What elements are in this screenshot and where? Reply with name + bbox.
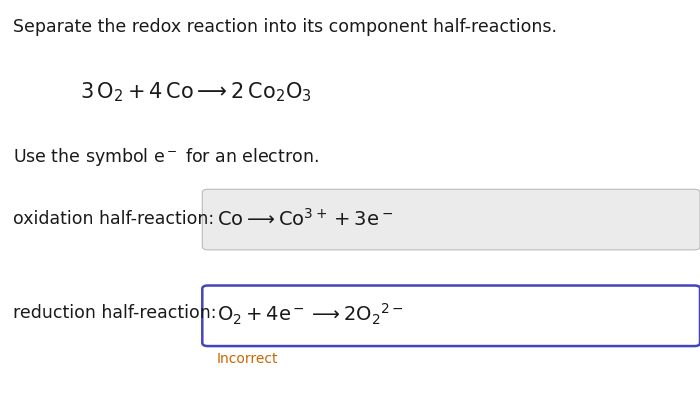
Text: Separate the redox reaction into its component half-reactions.: Separate the redox reaction into its com… [13, 18, 556, 36]
Text: oxidation half-reaction:: oxidation half-reaction: [13, 210, 213, 227]
Text: $\mathrm{O_2} + 4\mathrm{e}^- \longrightarrow 2\mathrm{O_2}^{2-}$: $\mathrm{O_2} + 4\mathrm{e}^- \longright… [217, 302, 404, 327]
Text: Incorrect: Incorrect [217, 352, 279, 366]
Text: $\mathrm{Co} \longrightarrow \mathrm{Co}^{3+} + 3\mathrm{e}^-$: $\mathrm{Co} \longrightarrow \mathrm{Co}… [217, 208, 393, 229]
Text: $3\,\mathrm{O_2} + 4\,\mathrm{Co} \longrightarrow 2\,\mathrm{Co_2O_3}$: $3\,\mathrm{O_2} + 4\,\mathrm{Co} \longr… [80, 80, 312, 104]
Text: Use the symbol $\mathrm{e}^-$ for an electron.: Use the symbol $\mathrm{e}^-$ for an ele… [13, 146, 318, 168]
Text: reduction half-reaction:: reduction half-reaction: [13, 304, 216, 322]
